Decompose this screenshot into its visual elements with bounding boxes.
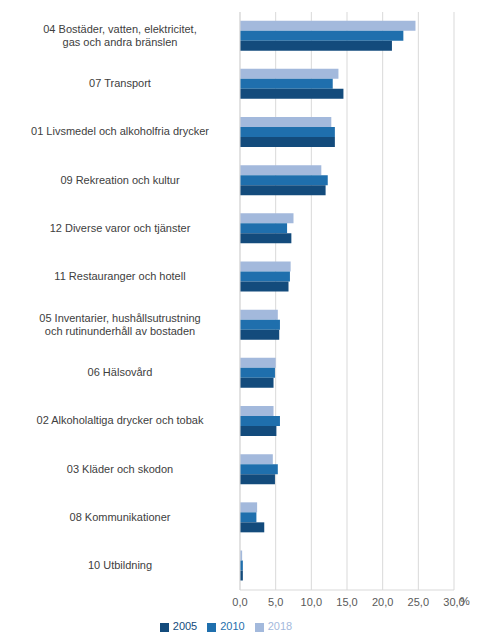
svg-text:06 Hälsovård: 06 Hälsovård xyxy=(88,366,153,378)
svg-text:15,0: 15,0 xyxy=(336,596,357,608)
svg-text:%: % xyxy=(460,595,470,607)
svg-text:04 Bostäder, vatten, elektrici: 04 Bostäder, vatten, elektricitet,gas oc… xyxy=(43,22,196,47)
html-text:2010: 2010 xyxy=(220,620,245,632)
html-text:2018: 2018 xyxy=(267,620,293,632)
svg-text:10,0: 10,0 xyxy=(301,596,322,608)
svg-text:30,0: 30,0 xyxy=(443,595,465,608)
svg-text:07 Transport: 07 Transport xyxy=(89,77,151,89)
svg-text:5,0: 5,0 xyxy=(268,596,283,608)
svg-text:01 Livsmedel och alkoholfria d: 01 Livsmedel och alkoholfria drycker xyxy=(31,125,209,137)
svg-text:08 Kommunikationer: 08 Kommunikationer xyxy=(70,511,171,523)
svg-text:09 Rekreation och kultur: 09 Rekreation och kultur xyxy=(60,173,180,185)
svg-text:02 Alkoholaltiga drycker och t: 02 Alkoholaltiga drycker och tobak xyxy=(37,414,204,426)
svg-text:12 Diverse varor och tjänster: 12 Diverse varor och tjänster xyxy=(50,222,191,234)
svg-text:25,0: 25,0 xyxy=(408,596,429,608)
svg-text:05 Inventarier, hushållsutrust: 05 Inventarier, hushållsutrustningoch ru… xyxy=(39,311,200,336)
html-text:2005: 2005 xyxy=(172,620,198,632)
svg-text:11 Restauranger och hotell: 11 Restauranger och hotell xyxy=(54,270,185,282)
svg-text:20,0: 20,0 xyxy=(372,596,393,608)
svg-text:03 Kläder och skodon: 03 Kläder och skodon xyxy=(67,462,173,474)
svg-text:0,0: 0,0 xyxy=(232,596,247,608)
svg-text:10 Utbildning: 10 Utbildning xyxy=(88,559,152,571)
